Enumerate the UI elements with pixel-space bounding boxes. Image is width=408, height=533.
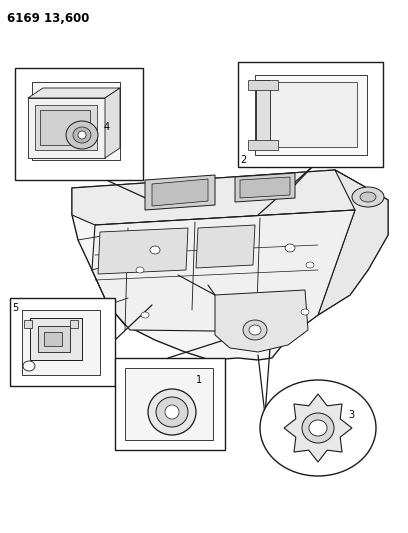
Bar — [15, 68, 143, 180]
Bar — [22, 310, 100, 375]
Ellipse shape — [285, 244, 295, 252]
Bar — [44, 332, 62, 346]
Polygon shape — [28, 88, 120, 98]
Polygon shape — [248, 140, 278, 150]
Ellipse shape — [23, 361, 35, 371]
Ellipse shape — [309, 420, 327, 436]
Ellipse shape — [78, 131, 86, 139]
Ellipse shape — [66, 121, 98, 149]
Polygon shape — [28, 98, 105, 158]
Ellipse shape — [156, 397, 188, 427]
Bar — [38, 326, 70, 352]
Polygon shape — [248, 80, 278, 90]
Polygon shape — [98, 228, 188, 274]
Bar — [10, 298, 115, 386]
Polygon shape — [105, 88, 120, 158]
Polygon shape — [240, 177, 290, 198]
Polygon shape — [72, 170, 388, 225]
Ellipse shape — [136, 267, 144, 273]
Ellipse shape — [150, 246, 160, 254]
Bar — [40, 110, 90, 145]
Polygon shape — [145, 175, 215, 210]
Ellipse shape — [249, 325, 261, 335]
Text: 1: 1 — [196, 375, 202, 385]
Text: 5: 5 — [12, 303, 18, 313]
Bar — [70, 320, 78, 328]
Ellipse shape — [360, 192, 376, 202]
Polygon shape — [215, 290, 308, 352]
Ellipse shape — [260, 380, 376, 476]
Polygon shape — [152, 179, 208, 206]
Text: 3: 3 — [348, 410, 354, 420]
Ellipse shape — [73, 127, 91, 143]
Bar — [24, 320, 32, 328]
Polygon shape — [318, 170, 388, 315]
Text: 2: 2 — [240, 155, 246, 165]
Ellipse shape — [141, 312, 149, 318]
Ellipse shape — [243, 320, 267, 340]
Polygon shape — [284, 394, 352, 462]
Ellipse shape — [352, 187, 384, 207]
Polygon shape — [196, 225, 255, 268]
Bar — [125, 368, 213, 440]
Text: 6169 13,600: 6169 13,600 — [7, 12, 89, 25]
Bar — [32, 82, 120, 160]
Text: 4: 4 — [104, 122, 110, 132]
Ellipse shape — [148, 389, 196, 435]
Polygon shape — [92, 210, 355, 332]
Ellipse shape — [301, 309, 309, 315]
Ellipse shape — [165, 405, 179, 419]
Bar — [238, 62, 383, 167]
Polygon shape — [72, 170, 388, 360]
Bar — [30, 318, 82, 360]
Bar — [35, 105, 97, 150]
Bar — [115, 358, 225, 450]
Polygon shape — [235, 173, 295, 202]
Bar — [262, 82, 357, 147]
Ellipse shape — [306, 262, 314, 268]
Ellipse shape — [302, 413, 334, 443]
Bar — [255, 75, 367, 155]
Polygon shape — [256, 80, 270, 148]
